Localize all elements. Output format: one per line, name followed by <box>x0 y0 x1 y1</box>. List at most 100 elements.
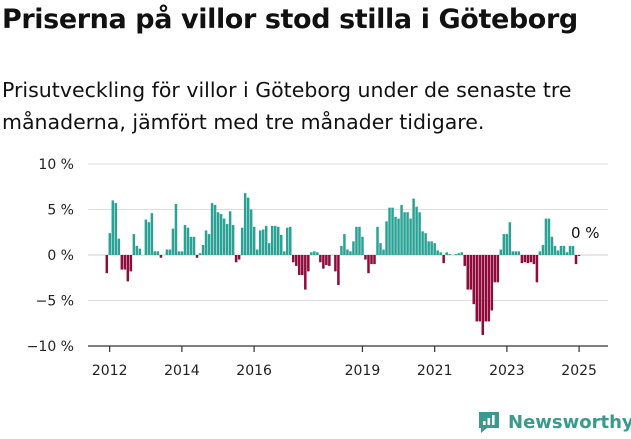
bar <box>328 255 331 266</box>
bar <box>385 221 388 255</box>
bar <box>252 226 256 255</box>
x-tick-label: 2019 <box>345 363 381 379</box>
bar <box>276 226 280 255</box>
bar <box>376 226 379 255</box>
bar <box>418 212 421 255</box>
bar <box>352 241 355 255</box>
bar <box>192 236 196 255</box>
bar <box>310 252 313 255</box>
bar <box>355 226 358 255</box>
bar <box>292 255 295 263</box>
bar <box>337 255 340 286</box>
bar <box>577 255 581 256</box>
bar <box>240 227 244 255</box>
bar <box>165 249 169 255</box>
x-tick-label: 2012 <box>92 363 128 379</box>
bar <box>520 255 524 264</box>
bar <box>222 218 226 255</box>
bar <box>439 252 442 255</box>
bar <box>472 255 476 305</box>
bar <box>246 197 250 255</box>
bar <box>340 245 343 255</box>
bar <box>261 229 265 255</box>
bar <box>189 236 193 255</box>
x-axis: 2012 2014 2016 2019 2021 2023 2025 <box>88 345 608 379</box>
chart-title: Priserna på villor stod stilla i Götebor… <box>2 4 578 35</box>
x-tick-label: 2016 <box>236 363 272 379</box>
bar <box>394 216 397 255</box>
bar <box>367 255 370 274</box>
bar <box>484 255 488 322</box>
bar <box>283 251 286 255</box>
bar <box>535 255 539 283</box>
bar <box>298 255 301 276</box>
bar <box>129 255 133 272</box>
bar <box>219 214 223 255</box>
y-tick-label: −5 % <box>36 294 74 310</box>
x-tick-label: 2014 <box>164 363 200 379</box>
bar <box>412 198 415 255</box>
bar <box>514 251 518 255</box>
bar <box>406 212 409 255</box>
bar <box>135 245 139 255</box>
bar <box>180 251 184 255</box>
bar <box>481 255 485 336</box>
y-tick-label: 10 % <box>38 157 74 173</box>
bar <box>225 224 229 255</box>
bar <box>496 255 500 283</box>
bar <box>313 251 316 255</box>
bar <box>370 255 373 265</box>
bar <box>529 255 533 263</box>
bar <box>159 255 163 258</box>
bar <box>541 244 545 255</box>
chart-subtitle: Prisutveckling för villor i Göteborg und… <box>2 78 572 134</box>
bar <box>307 255 310 272</box>
bar <box>153 251 157 255</box>
bar <box>565 252 569 255</box>
bar <box>379 243 382 255</box>
bar <box>177 251 181 255</box>
bar <box>550 236 554 255</box>
bar <box>264 225 268 255</box>
bar <box>421 231 424 255</box>
bar <box>120 255 124 270</box>
bar <box>571 245 575 255</box>
bar <box>478 255 482 322</box>
bar <box>436 250 439 255</box>
bar <box>132 234 136 255</box>
bar <box>532 255 536 265</box>
bar <box>144 219 148 255</box>
bar <box>147 222 151 255</box>
bar <box>388 207 391 255</box>
y-tick-label: 5 % <box>47 203 74 219</box>
bar <box>243 193 247 255</box>
bar <box>228 211 232 255</box>
bar <box>105 255 109 274</box>
x-tick-label: 2023 <box>489 363 525 379</box>
bar <box>210 203 214 255</box>
bar <box>138 248 142 255</box>
bar <box>553 245 557 255</box>
bar <box>267 243 271 255</box>
bar <box>400 204 403 255</box>
bar <box>358 226 361 255</box>
bar <box>391 207 394 255</box>
bar <box>442 255 445 264</box>
bar <box>538 251 542 255</box>
bar <box>216 212 220 255</box>
bar <box>568 245 572 255</box>
bar <box>502 234 506 255</box>
bar <box>424 233 427 255</box>
bar <box>237 255 241 260</box>
bar <box>373 255 376 265</box>
bar <box>415 206 418 255</box>
newsworthy-logo-icon <box>479 412 499 433</box>
bar <box>234 255 238 263</box>
bar <box>207 234 211 255</box>
bar <box>111 200 115 255</box>
bar <box>499 249 503 255</box>
bar <box>409 218 412 255</box>
bar <box>295 255 298 266</box>
latest-value-annotation: 0 % <box>571 224 600 242</box>
bar <box>487 255 491 322</box>
